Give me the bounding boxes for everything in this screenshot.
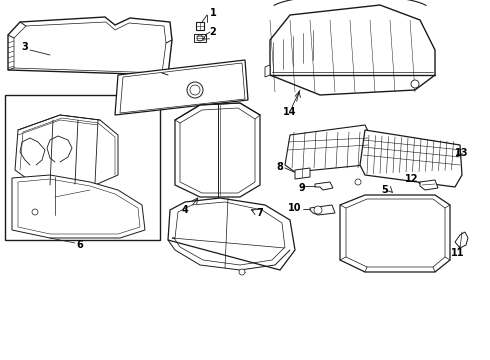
Text: 5: 5 [382,185,389,195]
Text: 2: 2 [210,27,217,37]
Circle shape [411,80,419,88]
Circle shape [239,269,245,275]
Polygon shape [265,65,270,77]
Text: 10: 10 [288,203,302,213]
Text: 8: 8 [276,162,283,172]
Polygon shape [310,205,335,215]
Polygon shape [360,130,462,187]
Text: 7: 7 [257,208,264,218]
Polygon shape [285,125,370,172]
Polygon shape [455,232,468,248]
Polygon shape [196,22,204,30]
Polygon shape [420,180,438,190]
Bar [5,95,160,240]
Polygon shape [295,168,310,179]
Polygon shape [12,175,145,238]
Polygon shape [194,34,206,42]
Circle shape [187,82,203,98]
Circle shape [355,179,361,185]
Text: 4: 4 [182,205,188,215]
Polygon shape [340,195,450,272]
Text: 12: 12 [405,174,419,184]
Circle shape [32,209,38,215]
Polygon shape [115,60,248,115]
Text: 3: 3 [22,42,28,52]
Polygon shape [270,5,435,95]
Polygon shape [315,182,333,190]
Polygon shape [168,198,295,270]
Polygon shape [8,17,172,75]
Text: 14: 14 [283,107,297,117]
Polygon shape [175,103,260,197]
Text: 9: 9 [298,183,305,193]
Text: 13: 13 [455,148,469,158]
Text: 11: 11 [451,248,465,258]
Text: 6: 6 [76,240,83,250]
Circle shape [314,206,322,214]
Polygon shape [15,115,118,188]
Text: 1: 1 [210,8,217,18]
